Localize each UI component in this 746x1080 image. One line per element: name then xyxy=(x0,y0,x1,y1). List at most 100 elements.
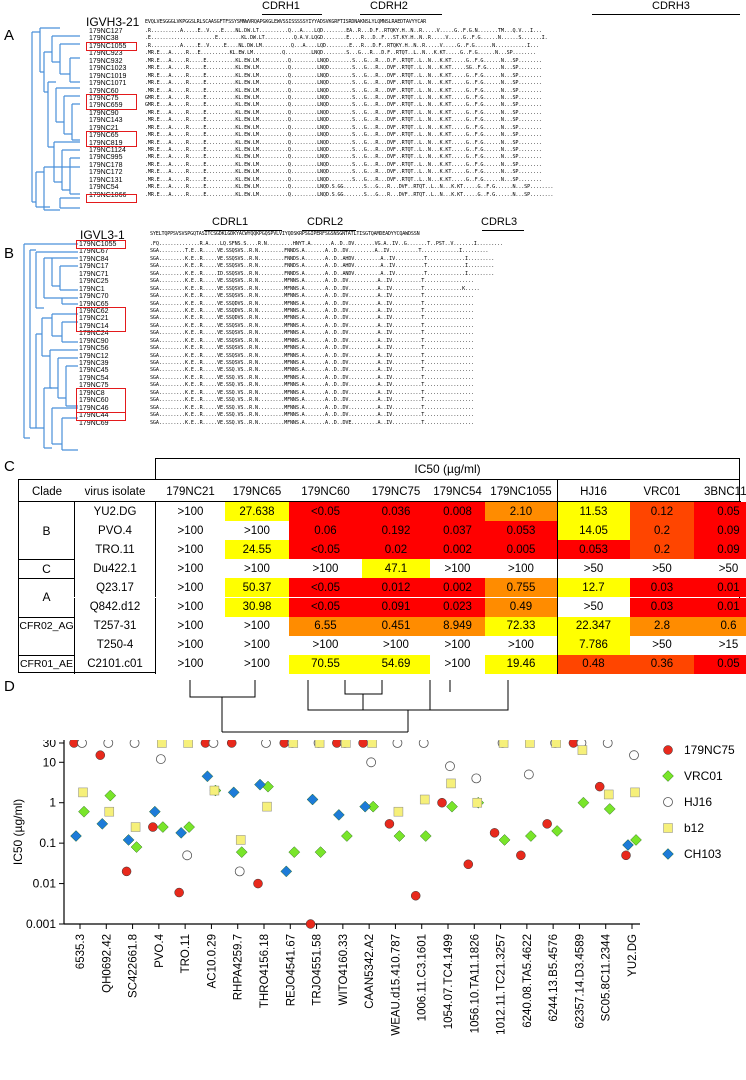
point-179NC75 xyxy=(148,822,158,832)
ic50-cell-C2101.c01-179NC54: >100 xyxy=(430,654,485,674)
antibody-header-179NC75: 179NC75 xyxy=(371,486,421,498)
virus-T257-31: T257-31 xyxy=(74,616,156,636)
light-seq-179NC90: SGA.........K.E..R.....VE.SSQSVS..R.N...… xyxy=(150,337,474,344)
heavy-name-179NC932: 179NC932 xyxy=(89,57,123,65)
ic50-cell-T257-31-179NC60: 6.55 xyxy=(289,616,362,636)
x-tick-label: 1012.11.TC21.3257 xyxy=(496,934,508,1035)
point-VRC01 xyxy=(630,834,642,846)
light-seq-179NC71: SGA.........K.E..R.....ID.SSQSVS..R.N...… xyxy=(150,270,495,277)
ic50-cell-PVO.4-179NC21: >100 xyxy=(156,521,225,541)
heavy-seq-179NC923: .MR.E...A.....R...E..........KL.EW.LM...… xyxy=(145,50,536,57)
highlight-179NC21-65-h xyxy=(86,131,137,147)
x-tick-label: THRO4156.18 xyxy=(259,934,271,1008)
virus-PVO.4: PVO.4 xyxy=(74,521,156,541)
heavy-seq-179NC1055: .R..........A.....E..V.....E....NL.DW.LM… xyxy=(145,42,539,49)
light-name-179NC71: 179NC71 xyxy=(79,270,109,278)
ic50-cell-C2101.c01-HJ16: 0.48 xyxy=(557,654,630,674)
ic50-cell-Du422.1-179NC54: >100 xyxy=(430,559,485,579)
legend-marker-179NC75 xyxy=(663,745,673,755)
ic50-cell-C2101.c01-179NC1055: 19.46 xyxy=(485,654,557,674)
x-tick-label: TRJO4551.58 xyxy=(312,934,324,1006)
legend-marker-HJ16 xyxy=(663,797,673,807)
ic50-cell-TRO.11-179NC60: <0.05 xyxy=(289,540,362,560)
point-HJ16 xyxy=(77,740,87,748)
point-HJ16 xyxy=(261,740,271,748)
highlight-179NC60-l xyxy=(76,412,126,421)
x-tick-label: PVO.4 xyxy=(154,933,166,967)
ic50-cell-Du422.1-VRC01: >50 xyxy=(630,559,694,579)
ic50-cell-Q23.17-179NC1055: 0.755 xyxy=(485,578,557,598)
legend-marker-b12 xyxy=(663,823,673,833)
light-name-179NC69: 179NC69 xyxy=(79,419,109,427)
ic50-cell-YU2.DG-179NC21: >100 xyxy=(156,502,225,522)
table-rule xyxy=(19,501,741,502)
point-CH103 xyxy=(306,793,319,806)
point-HJ16 xyxy=(129,740,140,748)
clade-B: B xyxy=(42,523,51,538)
ic50-cell-PVO.4-179NC75: 0.192 xyxy=(362,521,430,541)
x-tick-label: SC422661.8 xyxy=(128,934,140,998)
ic50-cell-Q23.17-179NC21: >100 xyxy=(156,578,225,598)
ic50-cell-T257-31-179NC21: >100 xyxy=(156,616,225,636)
point-179NC75 xyxy=(410,890,421,901)
ic50-cell-Q23.17-HJ16: 12.7 xyxy=(557,578,630,598)
light-name-179NC70: 179NC70 xyxy=(79,293,109,301)
panel-a-gene: IGVH3-21 xyxy=(86,15,140,29)
ic50-cell-T250-4-HJ16: 7.786 xyxy=(557,635,630,655)
point-179NC75 xyxy=(384,819,395,829)
point-HJ16 xyxy=(234,866,245,877)
point-CH103 xyxy=(96,818,109,830)
ic50-table: Clade virus isolate 179NC21 179NC65 179NC60 1… xyxy=(18,479,746,674)
light-seq-179NC75: SGA.........K.E..R.....VE.SSQ.VS..R.N...… xyxy=(150,382,474,389)
panel-c-dendrogram xyxy=(189,680,509,733)
heavy-name-179NC75: 179NC75 xyxy=(89,94,119,102)
table-rule xyxy=(19,616,75,618)
point-b12 xyxy=(209,785,220,796)
point-HJ16 xyxy=(602,740,613,748)
point-CH103 xyxy=(359,800,371,813)
light-seq-179NC39: SGA.........K.E..R.....VE.SSQSVS..R.N...… xyxy=(150,360,474,366)
light-name-179NC12: 179NC12 xyxy=(79,352,109,360)
light-seq-179NC62: SGA.........K.E..R.....VE.SSQDVS..R.N...… xyxy=(150,307,474,314)
panel-b-tree xyxy=(23,243,78,451)
cdrl2-bar xyxy=(302,230,356,231)
point-HJ16 xyxy=(366,757,377,768)
ic50-cell-YU2.DG-179NC60: <0.05 xyxy=(289,502,362,522)
panel-b-sequences: .FQ..............R.A....LQ.SFNS.S....R.N… xyxy=(150,241,503,427)
legend-label-VRC01: VRC01 xyxy=(684,769,723,783)
legend-label-HJ16: HJ16 xyxy=(684,795,712,809)
heavy-seq-179NC60: .MR.E...A.....R.....E..........KL.EW.LM.… xyxy=(145,87,542,94)
heavy-seq-179NC127: .R..........A.....E..V....E....NL.DW.LT.… xyxy=(145,28,542,34)
point-b12 xyxy=(235,835,246,845)
light-seq-179NC54: SGA.........K.E..R.....VE.SSQ.VS..R.N...… xyxy=(150,374,474,381)
ic50-cell-YU2.DG-179NC54: 0.008 xyxy=(430,502,485,522)
cdrl3-bar xyxy=(482,230,524,231)
y-tick-label: 30 xyxy=(43,740,57,750)
heavy-seq-179NC65: .MR.E...A.....R.....E..........KL.EW.LM.… xyxy=(145,132,542,139)
ic50-cell-T257-31-179NC1055: 72.33 xyxy=(485,616,557,636)
table-rule xyxy=(19,559,75,561)
light-name-179NC24: 179NC24 xyxy=(79,330,109,338)
panel-b-germline: SYELTQPPSVSVSPGQTASITCSGDKLGDKYACWYQQKPG… xyxy=(150,231,420,237)
point-VRC01 xyxy=(577,796,590,809)
virus-header: virus isolate xyxy=(84,486,146,498)
ic50-cell-Q842.d12-VRC01: 0.03 xyxy=(630,597,694,617)
point-179NC75 xyxy=(226,740,237,748)
ic50-cell-T257-31-3BNC117: 0.6 xyxy=(694,616,746,636)
light-name-179NC56: 179NC56 xyxy=(79,345,109,353)
antibody-header-3BNC117: 3BNC117 xyxy=(703,486,746,498)
point-HJ16 xyxy=(418,740,429,748)
heavy-name-179NC60: 179NC60 xyxy=(89,87,119,95)
heavy-seq-179NC819: .MR.E...A.....R.....E..........KL.EW.LM.… xyxy=(145,139,542,146)
ic50-cell-PVO.4-3BNC117: 0.09 xyxy=(694,521,746,541)
point-HJ16 xyxy=(155,754,166,764)
antibody-header-179NC54: 179NC54 xyxy=(433,486,482,498)
ic50-cell-TRO.11-179NC1055: 0.005 xyxy=(485,540,557,560)
point-HJ16 xyxy=(182,850,193,861)
light-name-179NC60: 179NC60 xyxy=(79,397,109,405)
x-tick-label: 62357.14.D3.4589 xyxy=(574,934,586,1029)
light-name-179NC45: 179NC45 xyxy=(79,367,109,375)
heavy-name-179NC178: 179NC178 xyxy=(89,161,123,169)
ic50-cell-T250-4-179NC21: >100 xyxy=(156,635,225,655)
point-b12 xyxy=(341,740,351,748)
